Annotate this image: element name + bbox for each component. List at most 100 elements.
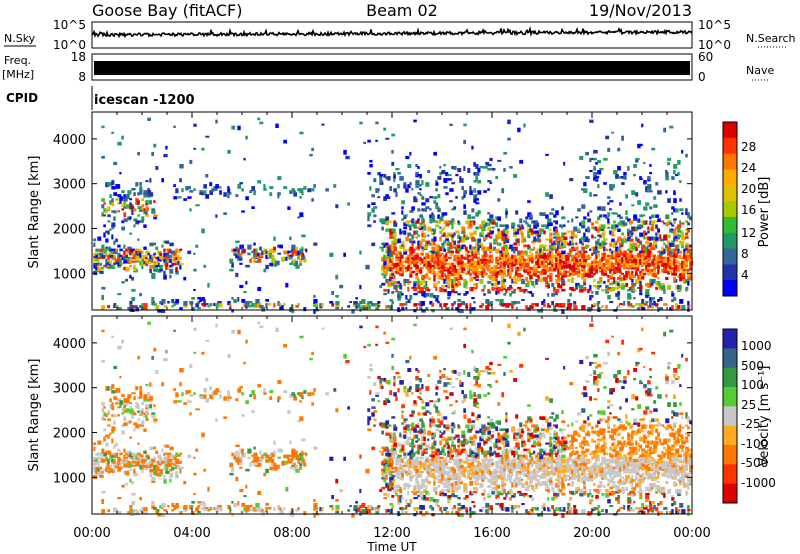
echo-cell [285,460,288,465]
echo-cell [119,258,122,263]
echo-cell [431,214,435,220]
echo-cell [489,182,493,185]
echo-cell [293,258,296,263]
echo-cell [101,418,104,421]
echo-cell [413,484,418,488]
echo-cell [523,250,527,254]
echo-cell [605,284,609,289]
echo-cell [443,424,447,428]
echo-cell [363,141,367,145]
echo-cell [451,511,454,515]
echo-cell [469,190,473,195]
echo-cell [279,507,282,511]
echo-cell [403,226,407,230]
echo-cell [627,288,631,292]
echo-cell [555,303,560,307]
echo-cell [499,270,503,276]
echo-cell [227,353,231,358]
echo-cell [449,270,452,275]
echo-cell [555,278,560,284]
echo-cell [553,240,557,245]
echo-cell [519,250,524,253]
echo-cell [375,307,379,310]
echo-cell [437,274,441,280]
echo-cell [527,266,530,270]
echo-cell [471,236,475,242]
echo-cell [435,252,439,257]
echo-cell [119,262,123,266]
echo-cell [669,260,672,265]
echo-cell [465,476,469,479]
echo-cell [303,452,307,455]
echo-cell [381,470,384,474]
echo-cell [179,452,183,455]
echo-cell [589,262,593,267]
echo-cell [433,196,438,200]
echo-cell [689,260,694,266]
echo-cell [205,135,210,138]
echo-cell [599,276,603,282]
echo-cell [667,242,671,246]
echo-cell [483,258,486,261]
echo-cell [527,268,531,272]
echo-cell [595,291,599,295]
echo-cell [449,123,453,126]
echo-cell [421,216,424,221]
echo-cell [155,370,159,374]
echo-cell [297,454,300,460]
echo-cell [335,509,340,512]
echo-cell [627,218,631,222]
echo-cell [291,464,295,467]
echo-cell [431,462,435,467]
echo-cell [455,480,458,486]
echo-cell [145,458,148,461]
echo-cell [685,270,689,274]
echo-cell [105,210,108,214]
echo-cell [631,305,635,308]
echo-cell [431,218,436,223]
echo-cell [479,224,483,229]
echo-cell [167,254,170,259]
echo-cell [617,305,621,308]
echo-cell [491,276,495,282]
echo-cell [101,448,105,454]
echo-cell [415,258,420,263]
echo-cell [425,402,430,407]
echo-cell [379,180,383,186]
echo-cell [167,458,170,463]
echo-cell [373,214,377,218]
echo-cell [597,170,602,175]
echo-cell [393,484,398,489]
echo-cell [101,286,106,290]
echo-cell [465,495,469,499]
echo-cell [435,490,438,495]
echo-cell [401,468,405,473]
echo-cell [465,280,468,284]
echo-cell [589,264,593,268]
echo-cell [433,460,437,466]
echo-cell [131,188,136,191]
echo-cell [495,270,499,276]
echo-cell [105,414,108,418]
echo-cell [597,303,600,308]
echo-cell [625,238,629,241]
echo-cell [151,355,154,360]
echo-cell [251,390,256,396]
echo-cell [375,511,379,514]
echo-cell [99,474,104,478]
echo-cell [457,270,461,276]
echo-cell [407,264,410,270]
echo-cell [393,172,396,175]
echo-cell [375,190,379,193]
echo-cell [97,470,102,475]
echo-cell [621,176,625,179]
echo-cell [665,222,669,227]
echo-cell [277,380,282,385]
echo-cell [479,464,482,469]
echo-cell [293,466,297,471]
echo-cell [239,386,243,389]
echo-cell [561,272,564,276]
echo-cell [127,460,131,466]
echo-cell [431,232,435,236]
echo-cell [123,458,126,462]
